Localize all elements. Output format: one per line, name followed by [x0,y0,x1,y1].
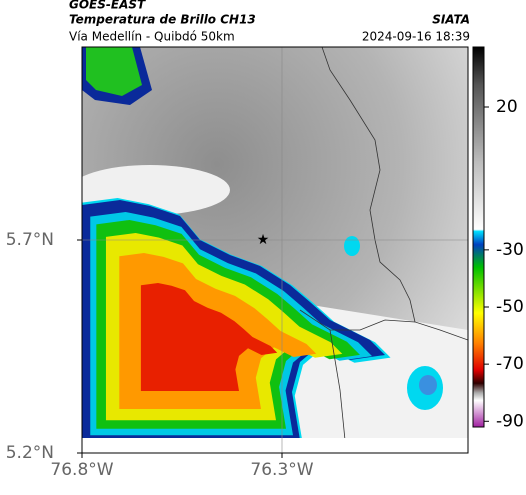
colorbar-tick-label: -30 [496,240,524,260]
colorbar-tick-label: -50 [496,297,524,317]
colorbar-tick-label: -70 [496,354,524,374]
cold-cloud [344,236,360,256]
datetime: 2024-09-16 18:39 [362,30,470,44]
cold-cloud [419,375,437,395]
colorbar-tick-label: -90 [496,411,524,431]
product: Temperatura de Brillo CH13 [69,13,256,27]
location-marker: ★ [257,232,270,248]
map-frame [81,46,469,454]
lat-tick-label: 5.7°N [6,230,54,250]
cold-cloud [86,47,142,96]
source: SIATA [432,13,470,27]
region: Vía Medellín - Quibdó 50km [69,30,235,44]
lat-tick-label: 5.2°N [6,443,54,463]
colorbar [472,46,485,428]
boundary [329,329,346,438]
colorbar-tick-label: 20 [496,97,518,117]
lon-tick-label: 76.8°W [50,460,113,480]
lon-tick-label: 76.3°W [250,460,313,480]
imagery [82,47,468,438]
satellite: GOES-EAST [69,0,146,12]
boundary [299,309,416,331]
